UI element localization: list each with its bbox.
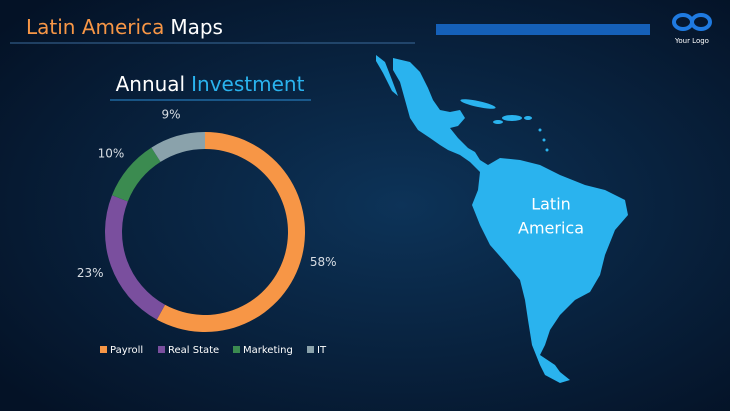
logo-icon	[672, 13, 712, 31]
legend-swatch	[158, 346, 165, 353]
data-label: 9%	[161, 107, 180, 121]
legend-swatch	[307, 346, 314, 353]
legend-label: IT	[317, 345, 327, 356]
data-label: 10%	[98, 147, 125, 161]
legend-swatch	[100, 346, 107, 353]
title-part: Maps	[170, 15, 223, 39]
data-label: 23%	[77, 266, 104, 280]
legend-label: Marketing	[243, 345, 293, 356]
chart-title: Annual Investment	[116, 72, 305, 96]
title-part: Latin America	[26, 15, 164, 39]
donut-segment	[105, 195, 166, 320]
slide-title: Latin America Maps	[26, 15, 223, 39]
legend-swatch	[233, 346, 240, 353]
donut-segment	[112, 147, 161, 202]
donut-segment	[156, 132, 305, 332]
donut-segment	[151, 132, 205, 162]
chart-title-part: Annual	[116, 72, 186, 96]
map	[376, 55, 628, 383]
header-bar	[436, 24, 650, 35]
logo-text: Your Logo	[674, 37, 709, 45]
legend-label: Payroll	[110, 345, 143, 356]
data-label: 58%	[310, 255, 337, 269]
map-label: America	[518, 219, 584, 238]
map-label: Latin	[531, 195, 571, 214]
chart-title-part: Investment	[191, 72, 304, 96]
legend-label: Real State	[168, 345, 219, 356]
